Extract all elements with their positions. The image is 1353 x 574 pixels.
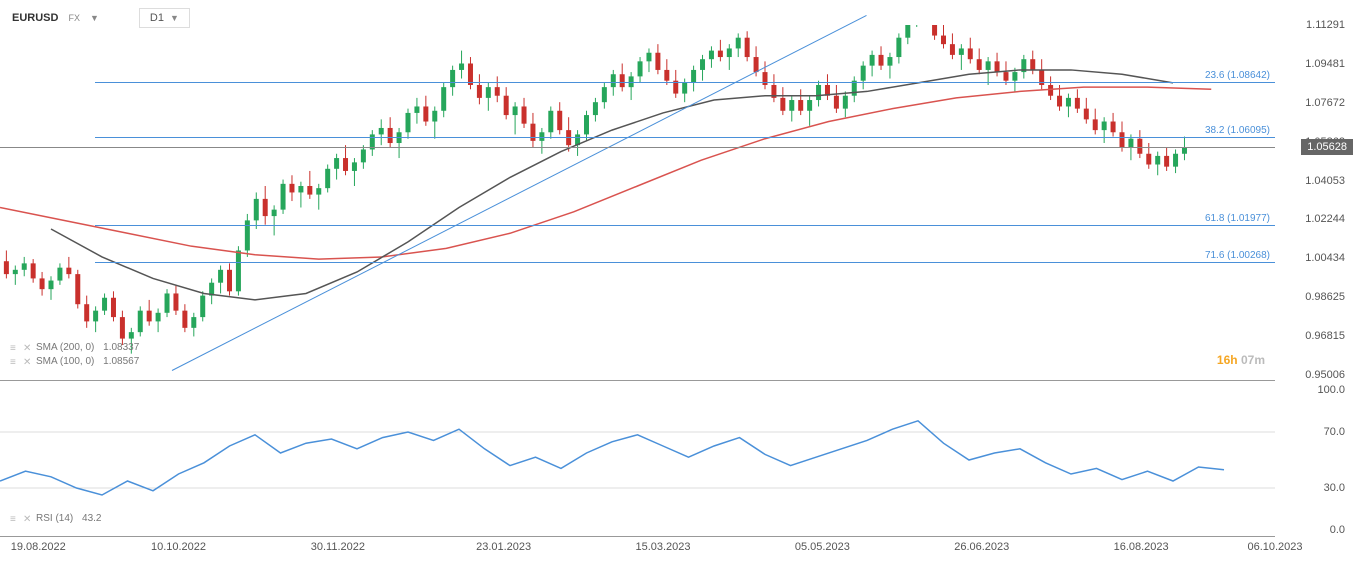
fib-label: 71.6 (1.00268) <box>1205 250 1270 261</box>
fib-label: 61.8 (1.01977) <box>1205 213 1270 224</box>
rsi-tick: 0.0 <box>1330 524 1345 536</box>
time-tick: 30.11.2022 <box>311 541 365 553</box>
price-chart[interactable]: 23.6 (1.08642) 38.2 (1.06095) 61.8 (1.0197… <box>0 25 1275 375</box>
symbol-dropdown-icon[interactable]: ▼ <box>90 13 99 23</box>
fib-line[interactable] <box>95 262 1275 263</box>
time-tick: 06.10.2023 <box>1247 541 1302 553</box>
time-tick: 15.03.2023 <box>635 541 690 553</box>
timeframe-label: D1 <box>150 12 164 24</box>
sma100-value: 1.08567 <box>103 356 139 367</box>
bar-countdown: 16h 07m <box>1217 353 1265 367</box>
rsi-tick: 30.0 <box>1324 482 1345 494</box>
rsi-tick: 70.0 <box>1324 426 1345 438</box>
fib-label: 38.2 (1.06095) <box>1205 125 1270 136</box>
price-tick: 0.98625 <box>1305 291 1345 303</box>
sma200-label[interactable]: ≡ ✕ SMA (200, 0) 1.08337 <box>10 342 139 353</box>
price-tick: 1.07672 <box>1305 97 1345 109</box>
panel-separator[interactable] <box>0 380 1275 381</box>
time-tick: 16.08.2023 <box>1114 541 1169 553</box>
settings-icon: ≡ <box>10 514 20 524</box>
settings-icon: ≡ <box>10 357 20 367</box>
time-tick: 05.05.2023 <box>795 541 850 553</box>
time-axis[interactable]: 19.08.2022 10.10.2022 30.11.2022 23.01.2023… <box>0 536 1275 556</box>
fib-line[interactable] <box>95 82 1275 83</box>
current-price-line <box>0 147 1275 148</box>
rsi-text: RSI (14) <box>36 513 73 524</box>
countdown-minutes: 07 <box>1241 353 1254 367</box>
price-tick: 1.00434 <box>1305 252 1345 264</box>
time-tick: 26.06.2023 <box>954 541 1009 553</box>
sma100-text: SMA (100, 0) <box>36 356 94 367</box>
close-icon[interactable]: ✕ <box>23 343 33 353</box>
fib-line[interactable] <box>95 137 1275 138</box>
sma200-text: SMA (200, 0) <box>36 342 94 353</box>
rsi-label[interactable]: ≡ ✕ RSI (14) 43.2 <box>10 513 101 524</box>
symbol-label[interactable]: EURUSD <box>12 12 58 24</box>
settings-icon: ≡ <box>10 343 20 353</box>
price-tick: 1.09481 <box>1305 58 1345 70</box>
timeframe-dropdown-icon: ▼ <box>170 13 179 23</box>
countdown-hours: 16 <box>1217 353 1230 367</box>
price-tick: 1.02244 <box>1305 213 1345 225</box>
time-tick: 23.01.2023 <box>476 541 531 553</box>
fib-line[interactable] <box>95 225 1275 226</box>
price-chart-svg <box>0 25 1275 375</box>
price-axis[interactable]: 1.112911.094811.076721.058621.040531.022… <box>1275 25 1353 375</box>
time-tick: 19.08.2022 <box>11 541 66 553</box>
price-tick: 0.96815 <box>1305 330 1345 342</box>
rsi-value: 43.2 <box>82 513 101 524</box>
rsi-tick: 100.0 <box>1317 384 1345 396</box>
price-tick: 1.11291 <box>1306 19 1345 31</box>
asset-class-badge: FX <box>68 13 80 23</box>
rsi-axis[interactable]: 100.070.030.00.0 <box>1275 390 1353 530</box>
close-icon[interactable]: ✕ <box>23 514 33 524</box>
price-tick: 1.04053 <box>1305 175 1345 187</box>
time-tick: 10.10.2022 <box>151 541 206 553</box>
rsi-chart[interactable]: ≡ ✕ RSI (14) 43.2 <box>0 390 1275 530</box>
rsi-chart-svg <box>0 390 1275 530</box>
sma200-value: 1.08337 <box>103 342 139 353</box>
current-price-tag: 1.05628 <box>1301 139 1353 155</box>
sma100-label[interactable]: ≡ ✕ SMA (100, 0) 1.08567 <box>10 356 139 367</box>
close-icon[interactable]: ✕ <box>23 357 33 367</box>
fib-label: 23.6 (1.08642) <box>1205 70 1270 81</box>
price-tick: 0.95006 <box>1305 369 1345 381</box>
